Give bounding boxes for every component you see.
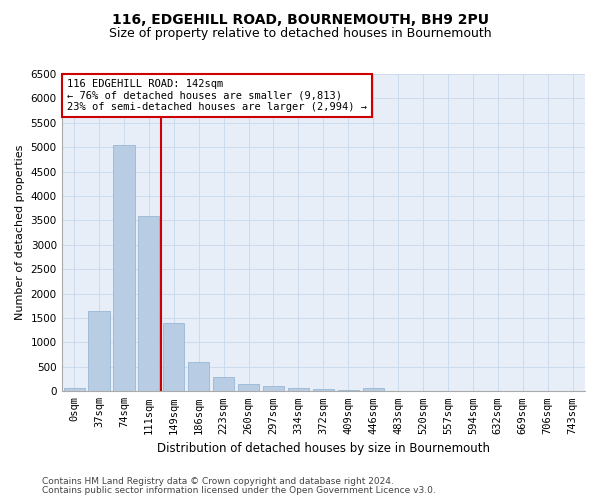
Bar [238,384,259,392]
Bar [163,323,184,392]
Bar [362,388,384,392]
Text: Size of property relative to detached houses in Bournemouth: Size of property relative to detached ho… [109,28,491,40]
Text: 116 EDGEHILL ROAD: 142sqm
← 76% of detached houses are smaller (9,813)
23% of se: 116 EDGEHILL ROAD: 142sqm ← 76% of detac… [67,79,367,112]
Bar [263,386,284,392]
Bar [288,388,309,392]
Bar [113,145,134,392]
Bar [64,388,85,392]
Bar [188,362,209,392]
Text: 116, EDGEHILL ROAD, BOURNEMOUTH, BH9 2PU: 116, EDGEHILL ROAD, BOURNEMOUTH, BH9 2PU [112,12,488,26]
Text: Contains public sector information licensed under the Open Government Licence v3: Contains public sector information licen… [42,486,436,495]
Y-axis label: Number of detached properties: Number of detached properties [15,145,25,320]
Text: Contains HM Land Registry data © Crown copyright and database right 2024.: Contains HM Land Registry data © Crown c… [42,477,394,486]
Bar [213,377,234,392]
Bar [338,390,359,392]
Bar [138,216,160,392]
Bar [88,311,110,392]
Bar [313,389,334,392]
X-axis label: Distribution of detached houses by size in Bournemouth: Distribution of detached houses by size … [157,442,490,455]
